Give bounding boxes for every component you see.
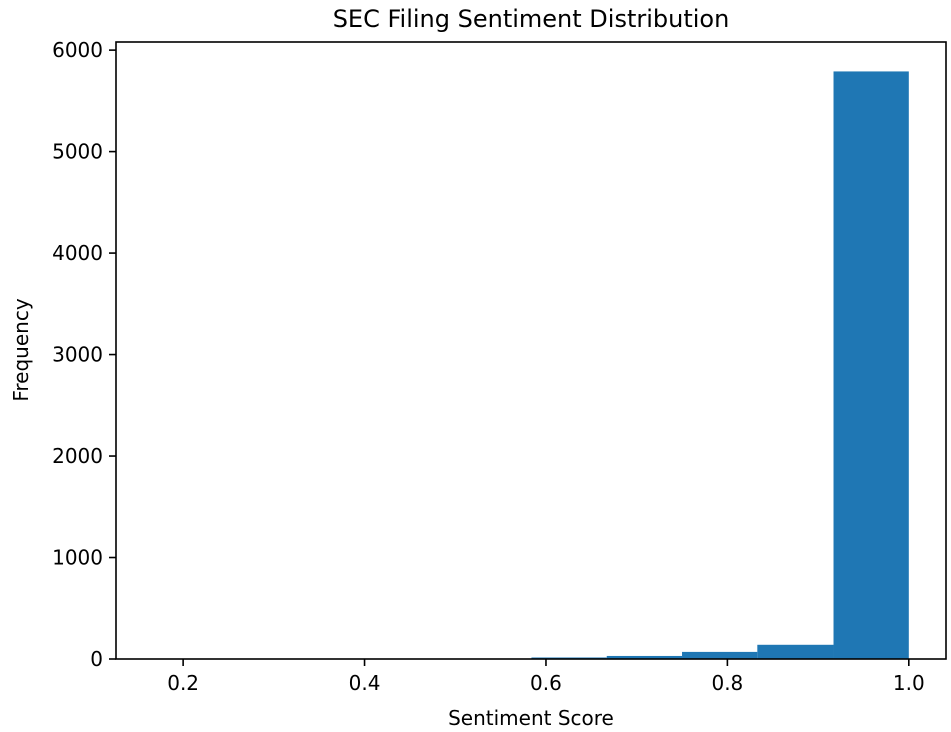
y-tick-label: 6000 — [52, 38, 103, 62]
x-axis-label: Sentiment Score — [448, 706, 614, 730]
x-tick-label: 0.4 — [349, 671, 381, 695]
histogram-bar-8 — [757, 644, 834, 659]
y-tick-label: 3000 — [52, 343, 103, 367]
histogram-bar-6 — [606, 655, 683, 659]
histogram-bar-7 — [682, 651, 758, 659]
y-tick-label: 2000 — [52, 444, 103, 468]
y-axis-ticks: 0 1000 2000 3000 4000 5000 6000 — [52, 38, 116, 671]
x-tick-label: 0.2 — [167, 671, 199, 695]
chart-title: SEC Filing Sentiment Distribution — [333, 5, 730, 33]
x-tick-label: 1.0 — [893, 671, 925, 695]
y-tick-label: 5000 — [52, 140, 103, 164]
x-tick-label: 0.8 — [711, 671, 743, 695]
histogram-bars — [304, 71, 909, 660]
y-tick-label: 0 — [90, 647, 103, 671]
histogram-bar-9 — [833, 71, 909, 660]
y-tick-label: 1000 — [52, 546, 103, 570]
y-axis-label: Frequency — [9, 298, 33, 401]
x-tick-label: 0.6 — [530, 671, 562, 695]
plot-area-frame — [115, 41, 947, 660]
y-tick-label: 4000 — [52, 241, 103, 265]
x-axis-ticks: 0.2 0.4 0.6 0.8 1.0 — [167, 659, 925, 695]
